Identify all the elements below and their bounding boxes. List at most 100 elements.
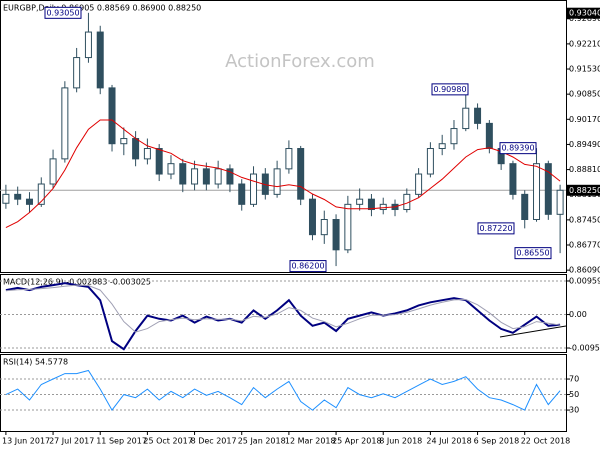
- candle-body: [25, 198, 33, 205]
- candle-body: [308, 198, 316, 236]
- y-tick-label: 0.00: [569, 310, 587, 319]
- x-tick-label: 11 Sep 2017: [96, 437, 147, 446]
- candle-body: [544, 163, 552, 215]
- y-tick-label: 70: [569, 375, 579, 384]
- candle-body: [462, 107, 470, 130]
- candle-body: [332, 219, 340, 251]
- series-line: [5, 369, 561, 412]
- candle-body: [167, 163, 175, 175]
- y-tick-label: 0.88810: [569, 165, 600, 174]
- y-tick-label: 0.90850: [569, 90, 600, 99]
- candle-body: [533, 163, 541, 221]
- series-line: [5, 119, 561, 229]
- y-tick-label: 0.92210: [569, 39, 600, 48]
- candle-body: [214, 168, 222, 185]
- y-tick-label: 0.87450: [569, 215, 600, 224]
- candle-body: [202, 168, 210, 185]
- y-tick-label: 30: [569, 406, 579, 415]
- y-tick-label: 0.90170: [569, 115, 600, 124]
- y-tick-label: -0.009562: [569, 344, 600, 353]
- candle-body: [415, 173, 423, 195]
- series-line: [5, 282, 561, 351]
- price-annotation: 0.86200: [291, 262, 324, 271]
- price-annotation-box: [289, 260, 327, 273]
- y-tick-label: 50: [569, 390, 579, 399]
- y-tick-label: 0.009593: [569, 276, 600, 285]
- y-tick-label: 0.86770: [569, 241, 600, 250]
- candle-body: [438, 143, 446, 150]
- candle-body: [73, 57, 81, 89]
- candle-body: [191, 168, 199, 185]
- last-price-label: 0.88250: [569, 186, 600, 195]
- x-tick-label: 8 Jun 2018: [379, 437, 422, 446]
- candle-body: [297, 148, 305, 200]
- x-tick-label: 13 Jun 2017: [2, 437, 50, 446]
- candle-body: [273, 168, 281, 195]
- trend-line: [499, 325, 567, 338]
- x-tick-label: 6 Sep 2018: [474, 437, 520, 446]
- candle-body: [143, 148, 151, 160]
- price-annotation-box: [44, 6, 82, 19]
- candle-body: [179, 163, 187, 185]
- candle-body: [120, 138, 128, 145]
- x-tick-label: 25 Apr 2018: [332, 437, 381, 446]
- candle-body: [61, 87, 69, 160]
- candle-body: [450, 128, 458, 145]
- macd-panel: [0, 274, 567, 353]
- candle-body: [320, 219, 328, 236]
- panel-title: EURGBP,Daily 0.86905 0.88569 0.86900 0.8…: [3, 4, 201, 13]
- candle-body: [367, 198, 375, 211]
- y-tick-label: 0.86090: [569, 266, 600, 275]
- candle-body: [285, 148, 293, 170]
- candle-body: [238, 183, 246, 205]
- last-price-box: [567, 184, 600, 196]
- price-annotation-box: [499, 142, 537, 155]
- top-price-box: [567, 7, 600, 19]
- price-annotation: 0.87220: [479, 224, 512, 233]
- y-tick-label: 0.91530: [569, 65, 600, 74]
- candle-body: [155, 148, 163, 175]
- candle-body: [14, 193, 22, 200]
- candle-body: [556, 189, 564, 215]
- x-tick-label: 27 Jul 2017: [49, 437, 94, 446]
- price-annotation: 0.90980: [433, 85, 466, 94]
- series-line: [5, 284, 561, 333]
- panel-title: MACD(12,26,9) -0.002883 -0.003025: [3, 278, 151, 287]
- candle-body: [96, 31, 104, 89]
- price-annotation: 0.93050: [46, 8, 79, 17]
- candle-body: [108, 87, 116, 145]
- candle-body: [426, 148, 434, 175]
- x-tick-label: 12 Mar 2018: [285, 437, 336, 446]
- x-tick-label: 25 Oct 2017: [143, 437, 192, 446]
- candle-body: [49, 158, 57, 185]
- watermark: ActionForex.com: [225, 51, 375, 72]
- top-price-label: 0.93040: [569, 9, 600, 18]
- candle-body: [132, 138, 140, 160]
- candle-body: [379, 203, 387, 211]
- candle-body: [226, 168, 234, 185]
- candle-body: [250, 173, 258, 205]
- panel-title: RSI(14) 54.5778: [3, 358, 68, 367]
- candle-body: [84, 31, 92, 59]
- candle-body: [344, 203, 352, 251]
- price-panel: [0, 0, 567, 273]
- candle-body: [37, 183, 45, 205]
- price-annotation-box: [431, 83, 469, 96]
- candle-body: [2, 193, 10, 204]
- rsi-panel: [0, 354, 567, 432]
- x-tick-label: 8 Dec 2017: [191, 437, 237, 446]
- candle-body: [485, 122, 493, 150]
- x-tick-label: 24 Jul 2018: [426, 437, 471, 446]
- price-annotation: 0.86550: [516, 249, 549, 258]
- candle-body: [474, 107, 482, 124]
- x-tick-label: 25 Jan 2018: [238, 437, 286, 446]
- y-tick-label: 0.92890: [569, 14, 600, 23]
- price-annotation-box: [514, 247, 552, 260]
- candle-body: [509, 163, 517, 195]
- y-tick-label: 0.89490: [569, 140, 600, 149]
- x-tick-label: 22 Oct 2018: [521, 437, 570, 446]
- candle-body: [521, 193, 529, 221]
- price-annotation: 0.89390: [501, 144, 534, 153]
- candle-body: [356, 198, 364, 205]
